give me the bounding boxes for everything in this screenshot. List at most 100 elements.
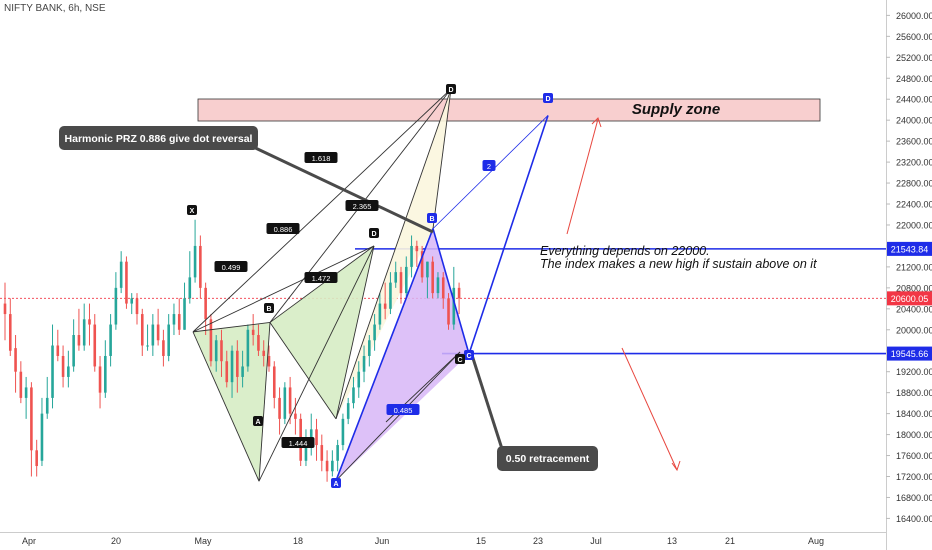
y-tick-label: 21200.00 <box>896 262 932 272</box>
point-label-x-bg <box>187 205 197 215</box>
x-tick-label: 23 <box>533 536 543 546</box>
candle-body <box>151 324 155 346</box>
candle-body <box>119 261 123 288</box>
candle-body <box>394 272 398 283</box>
candle-body <box>283 387 287 419</box>
point-label-d2-bg <box>543 93 553 103</box>
point-label-a2: A <box>333 481 338 488</box>
candle-body <box>320 445 324 461</box>
candle-body <box>331 460 334 472</box>
up-arrow-head <box>591 117 602 128</box>
candle-body <box>410 245 413 267</box>
candle-body <box>420 251 424 278</box>
candle-body <box>404 266 408 294</box>
candle-body <box>177 314 181 330</box>
y-tick-label: 22400.00 <box>896 200 932 210</box>
candle-body <box>294 413 297 419</box>
candle-body <box>183 298 186 330</box>
price-label: 21543.84 <box>891 244 929 254</box>
price-label-box <box>887 291 932 306</box>
candle-body <box>246 329 250 367</box>
x-tick-label: 21 <box>725 536 735 546</box>
candle-body <box>67 366 70 377</box>
pattern-line-a-b2 <box>335 351 461 482</box>
candle-body <box>214 340 218 362</box>
point-label-c: C <box>457 357 462 364</box>
pattern-line-dtop-b2 <box>432 88 452 229</box>
y-tick-label: 17600.00 <box>896 451 932 461</box>
candle-body <box>167 324 170 356</box>
candle-body <box>357 371 361 388</box>
candle-body <box>51 345 54 398</box>
y-tick-label: 20000.00 <box>896 325 932 335</box>
down-arrow-line <box>621 347 678 471</box>
callout-prz-pointer <box>246 142 434 234</box>
candle-body <box>436 277 440 294</box>
price-label-box <box>887 241 932 256</box>
ratio-label-1444: 1.444 <box>289 439 308 448</box>
ratio-label-0499-bg <box>214 261 248 272</box>
price-label: 19545.66 <box>891 349 929 359</box>
candle-body <box>278 397 281 419</box>
ratio-label-0485-bg <box>386 404 420 415</box>
candle-body <box>77 335 81 346</box>
candle-body <box>352 387 355 404</box>
candle-body <box>373 324 376 341</box>
pattern-line-cd <box>335 245 375 419</box>
point-label-d2: D <box>545 96 550 103</box>
candle-body <box>30 387 33 451</box>
point-label-d-top-bg <box>446 84 456 94</box>
point-label-b2: B <box>429 216 434 223</box>
point-label-c-bg <box>455 354 465 364</box>
candle-body <box>431 261 434 294</box>
candle-body <box>415 245 419 252</box>
x-tick-label: 20 <box>111 536 121 546</box>
y-tick-label: 18000.00 <box>896 430 932 440</box>
candle-body <box>140 314 144 346</box>
candle-body <box>40 413 44 461</box>
up-arrow-line <box>566 118 599 235</box>
y-tick-label: 18800.00 <box>896 388 932 398</box>
abcd-line-ab <box>335 228 434 481</box>
pattern-line-bd <box>269 245 375 323</box>
ratio-label-1618-bg <box>304 152 338 163</box>
x-tick-label: May <box>194 536 212 546</box>
candle-body <box>452 287 456 325</box>
y-tick-label: 22000.00 <box>896 220 932 230</box>
candle-body <box>35 450 38 467</box>
candle-body <box>209 319 213 362</box>
symbol-title: NIFTY BANK, 6h, NSE <box>4 3 106 14</box>
candle-body <box>426 261 429 278</box>
point-label-d: D <box>371 231 376 238</box>
ratio-label-1472-bg <box>304 272 338 283</box>
callout-retrace-pointer <box>469 351 505 453</box>
down-arrow-head <box>671 460 681 472</box>
candle-body <box>368 340 371 356</box>
x-tick-label: 18 <box>293 536 303 546</box>
candle-body <box>457 287 461 299</box>
candle-body <box>378 303 382 325</box>
x-tick-label: Jun <box>375 536 390 546</box>
candle-body <box>257 335 260 351</box>
candle-body <box>225 361 229 383</box>
price-label-box <box>887 346 932 361</box>
y-tick-label: 17200.00 <box>896 472 932 482</box>
pattern-line-c-dtop <box>335 88 452 420</box>
candle-body <box>104 355 107 393</box>
candle-body <box>383 303 387 309</box>
pattern-line-x-dtop <box>192 88 452 333</box>
y-tick-label: 25200.00 <box>896 53 932 63</box>
candle-body <box>241 366 244 377</box>
supply-zone-label: Supply zone <box>632 101 720 118</box>
y-tick-label: 25600.00 <box>896 32 932 42</box>
candle-body <box>236 350 239 377</box>
xab-triangle <box>193 322 270 482</box>
ratio-label-1472: 1.472 <box>312 274 331 283</box>
candle-body <box>441 277 445 299</box>
y-tick-label: 24000.00 <box>896 116 932 126</box>
ratio-label-0886: 0.886 <box>274 225 293 234</box>
candle-body <box>204 287 207 320</box>
price-label: 20600.05 <box>891 294 929 304</box>
